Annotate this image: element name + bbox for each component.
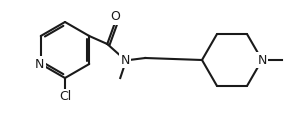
Text: N: N [121, 54, 130, 66]
Text: N: N [35, 57, 44, 71]
Text: N: N [257, 54, 267, 66]
Text: Cl: Cl [59, 90, 71, 103]
Text: O: O [110, 11, 120, 24]
